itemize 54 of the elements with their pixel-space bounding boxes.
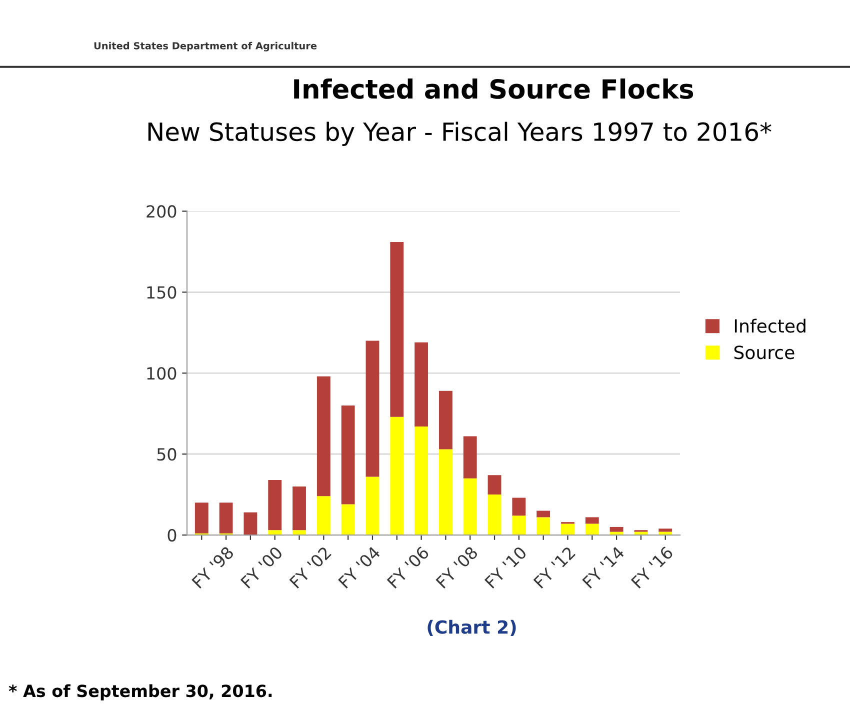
- bar: [244, 512, 258, 536]
- bar: [488, 494, 502, 536]
- bar: [512, 498, 526, 516]
- chart-title: Infected and Source Flocks: [294, 78, 694, 99]
- x-tick-label: FY '08: [436, 546, 478, 589]
- bar: [316, 496, 330, 536]
- bar: [366, 476, 380, 536]
- bar: [438, 390, 452, 450]
- x-tick-label: FY '04: [338, 546, 381, 589]
- bar: [512, 516, 526, 536]
- bar: [390, 416, 404, 536]
- x-tick-label: FY '14: [582, 546, 625, 589]
- bar: [316, 376, 330, 496]
- bar: [488, 475, 502, 495]
- y-tick-label: 200: [146, 205, 176, 218]
- bar: [292, 486, 306, 530]
- bar: [292, 530, 306, 536]
- bar: [366, 340, 380, 477]
- y-tick-label: 50: [157, 448, 176, 461]
- bar: [414, 342, 428, 427]
- y-tick-label: 150: [147, 286, 176, 299]
- bar: [561, 524, 574, 536]
- bar: [219, 502, 233, 534]
- x-tick-label: FY '10: [484, 546, 528, 589]
- x-tick-label: FY '12: [533, 546, 576, 589]
- y-tick-label: 100: [147, 367, 176, 380]
- bar: [463, 436, 477, 478]
- bar: [463, 478, 477, 536]
- bar: [390, 242, 404, 417]
- text: United States Department of Agriculture: [94, 42, 317, 52]
- bar: [536, 510, 550, 518]
- y-tick-label: 0: [168, 529, 176, 542]
- x-tick-label: FY '16: [630, 546, 674, 589]
- chart-subtitle: New Statuses by Year - Fiscal Years 1997 to 2016*: [148, 122, 772, 146]
- bar: [194, 502, 208, 534]
- bar: [585, 524, 599, 536]
- text: * As of September 30, 2016.: [8, 684, 272, 700]
- bar: [341, 406, 355, 504]
- x-tick-label: FY '06: [386, 546, 430, 589]
- bar: [268, 480, 282, 530]
- text: (Chart 2): [428, 620, 516, 636]
- bar: [658, 528, 672, 532]
- bar: [438, 449, 452, 536]
- bar: [414, 426, 428, 536]
- x-tick-label: FY '98: [191, 546, 234, 589]
- bar: [268, 530, 282, 536]
- bar: [341, 504, 355, 536]
- bar: [536, 517, 550, 536]
- bar: [610, 526, 624, 532]
- legend-label: Source: [734, 346, 794, 360]
- bar: [585, 517, 599, 524]
- legend-label: Infected: [734, 318, 806, 333]
- x-tick-label: FY '00: [240, 546, 284, 589]
- x-tick-label: FY '02: [289, 546, 332, 589]
